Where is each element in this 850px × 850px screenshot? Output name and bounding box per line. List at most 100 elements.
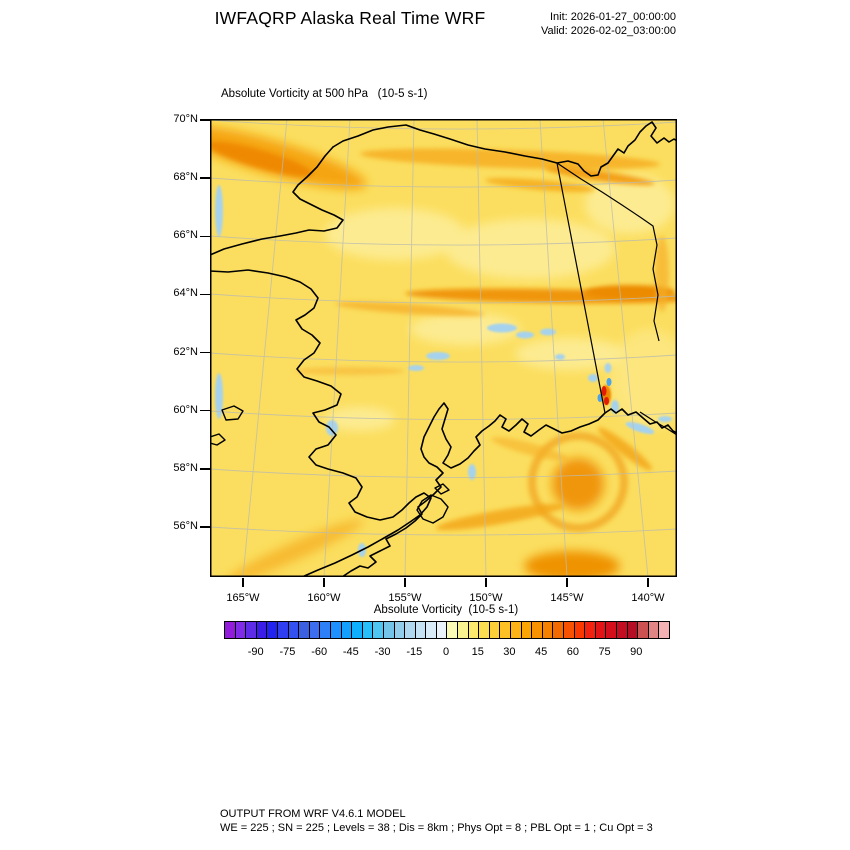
- lat-tick: [200, 526, 210, 528]
- model-info: OUTPUT FROM WRF V4.6.1 MODEL WE = 225 ; …: [220, 807, 653, 835]
- north-coastline: [332, 121, 677, 177]
- lat-tick: [200, 235, 210, 238]
- colorbar-cell: [458, 622, 469, 638]
- lon-tick-label: 145°W: [550, 592, 584, 604]
- colorbar-cell: [415, 622, 427, 638]
- lat-tick-label: 70°N: [173, 113, 198, 125]
- colorbar-cell: [574, 622, 586, 638]
- vorticity-field: [210, 124, 677, 577]
- colorbar-tick-label: 0: [442, 646, 450, 658]
- colorbar-cell: [564, 622, 575, 638]
- colorbar-cell: [246, 622, 257, 638]
- colorbar-cell: [320, 622, 331, 638]
- colorbar-cell: [362, 622, 374, 638]
- model-info-line1: OUTPUT FROM WRF V4.6.1 MODEL: [220, 808, 406, 820]
- border-lines: [556, 162, 677, 436]
- model-info-line2: WE = 225 ; SN = 225 ; Levels = 38 ; Dis …: [220, 822, 653, 834]
- colorbar-tick-label: -75: [279, 646, 296, 658]
- colorbar-tick-label: 90: [630, 646, 643, 658]
- valid-time: Valid: 2026-02-02_03:00:00: [541, 24, 676, 37]
- colorbar-label: Absolute Vorticity (10-5 s-1): [373, 604, 519, 616]
- colorbar-tick-label: 75: [598, 646, 611, 658]
- south-coastline: [341, 402, 677, 577]
- map-canvas: [210, 119, 677, 577]
- lat-tick-label: 66°N: [173, 229, 198, 242]
- lat-tick-label: 62°N: [173, 345, 198, 358]
- colorbar-cell: [309, 622, 321, 638]
- yukon-nwt-border: [556, 162, 660, 342]
- colorbar-cell: [447, 622, 459, 638]
- map-frame: [210, 119, 677, 577]
- colorbar-cell: [468, 622, 480, 638]
- colorbar-cell: [542, 622, 554, 638]
- colorbar-cell: [394, 622, 406, 638]
- colorbar-cell: [288, 622, 300, 638]
- nunivak-island: [221, 405, 244, 421]
- colorbar-cell: [225, 622, 236, 638]
- lat-tick: [200, 293, 210, 296]
- colorbar: [224, 621, 670, 639]
- page-title: IWFAQRP Alaska Real Time WRF: [214, 8, 486, 28]
- colorbar-cell: [373, 622, 384, 638]
- colorbar-cell: [405, 622, 416, 638]
- lon-tick-label: 165°W: [226, 592, 260, 604]
- alaska-canada-border: [556, 162, 606, 414]
- colorbar-cell: [267, 622, 278, 638]
- lat-tick: [200, 177, 210, 179]
- colorbar-tick-label: 60: [566, 646, 579, 658]
- vorticity-dipole: [597, 378, 612, 405]
- colorbar-cell: [235, 622, 247, 638]
- lon-tick-label: 150°W: [469, 592, 503, 604]
- colorbar-tick-label: 30: [503, 646, 516, 658]
- lat-tick: [200, 119, 210, 121]
- colorbar-cell: [627, 622, 639, 638]
- colorbar-cell: [426, 622, 437, 638]
- lat-tick-label: 58°N: [173, 461, 198, 474]
- lon-tick-label: 140°W: [631, 592, 665, 604]
- colorbar-cell: [277, 622, 289, 638]
- lon-tick: [647, 578, 649, 587]
- colorbar-cell: [648, 622, 660, 638]
- lat-tick-label: 56°N: [173, 519, 198, 532]
- lon-tick-label: 155°W: [388, 592, 422, 604]
- lon-tick: [566, 578, 568, 587]
- lon-tick-label: 160°W: [307, 592, 341, 604]
- colorbar-tick-label: -60: [311, 646, 328, 658]
- colorbar-cell: [616, 622, 628, 638]
- colorbar-cell: [585, 622, 596, 638]
- graticule: [210, 119, 677, 577]
- lat-tick: [200, 468, 210, 470]
- colorbar-tick-label: -90: [247, 646, 264, 658]
- colorbar-cell: [436, 622, 448, 638]
- colorbar-cell: [532, 622, 543, 638]
- init-time: Init: 2026-01-27_00:00:00: [550, 11, 676, 23]
- colorbar-cell: [352, 622, 363, 638]
- colorbar-cell: [330, 622, 342, 638]
- kodiak-island: [416, 494, 449, 524]
- colorbar-cell: [606, 622, 617, 638]
- lon-tick: [242, 578, 244, 587]
- lat-tick-label: 64°N: [173, 287, 198, 300]
- colorbar-cell: [500, 622, 512, 638]
- colorbar-cell: [595, 622, 607, 638]
- west-coastline: [210, 146, 432, 577]
- colorbar-cell: [489, 622, 501, 638]
- lat-tick-label: 60°N: [173, 403, 198, 416]
- field-subtitle: Absolute Vorticity at 500 hPa (10-5 s-1): [221, 88, 428, 100]
- colorbar-cell: [521, 622, 533, 638]
- colorbar-tick-label: -15: [406, 646, 423, 658]
- afognak-island: [434, 483, 450, 495]
- lon-tick: [485, 578, 487, 587]
- coastline: [210, 121, 677, 577]
- run-times: Init: 2026-01-27_00:00:00 Valid: 2026-02…: [420, 11, 676, 38]
- southeast-border: [639, 411, 677, 436]
- colorbar-tick-label: 15: [471, 646, 484, 658]
- colorbar-cell: [659, 622, 669, 638]
- colorbar-cell: [383, 622, 395, 638]
- lat-tick-label: 68°N: [173, 171, 198, 184]
- lon-tick: [323, 578, 325, 587]
- lat-tick: [200, 351, 210, 354]
- colorbar-cell: [341, 622, 353, 638]
- colorbar-cell: [553, 622, 564, 638]
